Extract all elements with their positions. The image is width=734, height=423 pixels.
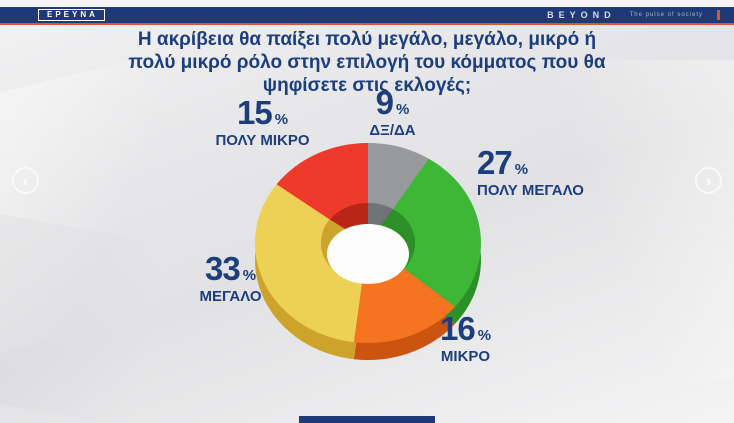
slice-label-dxda: 9% ΔΞ/ΔΑ xyxy=(335,84,450,139)
slice-ΠΟΛΥ ΜΙΚΡΟ xyxy=(276,143,368,220)
slice-ΔΞ/ΔΑ xyxy=(368,143,429,210)
slice-value: 33 xyxy=(204,250,241,287)
brand-logo: BEYOND xyxy=(547,10,616,20)
brand-area: BEYOND The pulse of society xyxy=(547,10,720,20)
poll-question-title: Η ακρίβεια θα παίξει πολύ μεγάλο, μεγάλο… xyxy=(128,29,606,97)
accent-divider xyxy=(0,23,734,25)
slice-name: ΠΟΛΥ ΜΙΚΡΟ xyxy=(215,132,310,149)
header-bar: ΕΡΕΥΝΑ BEYOND The pulse of society xyxy=(0,7,734,23)
slice-value: 15 xyxy=(236,94,273,131)
slice-ΜΕΓΑΛΟ xyxy=(255,184,363,343)
slice-label-megalo: 33% ΜΕΓΑΛΟ xyxy=(158,250,303,305)
slice-label-poly-megalo: 27% ΠΟΛΥ ΜΕΓΑΛΟ xyxy=(477,144,652,199)
brand-tick-icon xyxy=(717,10,720,20)
chevron-right-icon: › xyxy=(705,171,712,190)
percent-sign: % xyxy=(477,327,492,344)
slice-label-mikro: 16% ΜΙΚΡΟ xyxy=(398,310,533,365)
carousel-prev-button[interactable]: ‹ xyxy=(12,167,39,194)
percent-sign: % xyxy=(242,267,257,284)
slice-name: ΜΕΓΑΛΟ xyxy=(199,288,262,305)
percent-sign: % xyxy=(274,111,289,128)
slice-value: 16 xyxy=(439,310,476,347)
survey-badge: ΕΡΕΥΝΑ xyxy=(38,8,105,22)
carousel-next-button[interactable]: › xyxy=(695,167,722,194)
donut-hole xyxy=(327,224,409,284)
footer-bar xyxy=(299,416,435,423)
chevron-left-icon: ‹ xyxy=(22,171,29,190)
slice-value: 27 xyxy=(477,144,513,181)
brand-tagline: The pulse of society xyxy=(629,12,703,18)
slice-ΜΙΚΡΟ xyxy=(353,268,456,343)
percent-sign: % xyxy=(514,161,529,178)
slice-name: ΜΙΚΡΟ xyxy=(440,348,491,365)
percent-sign: % xyxy=(396,101,410,118)
slice-label-poly-mikro: 15% ΠΟΛΥ ΜΙΚΡΟ xyxy=(185,94,340,149)
slice-name: ΠΟΛΥ ΜΕΓΑΛΟ xyxy=(477,182,584,199)
top-strip xyxy=(0,0,734,7)
slice-value: 9 xyxy=(375,84,394,121)
slice-ΠΟΛΥ ΜΕΓΑΛΟ xyxy=(393,158,481,307)
slice-name: ΔΞ/ΔΑ xyxy=(369,122,416,139)
